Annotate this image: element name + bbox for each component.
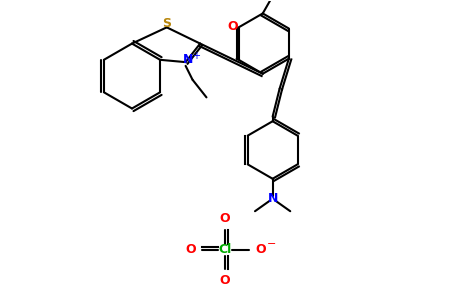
Text: O: O xyxy=(227,20,238,33)
Text: −: − xyxy=(266,239,276,249)
Text: O: O xyxy=(185,243,196,256)
Text: Cl: Cl xyxy=(218,243,231,256)
Text: S: S xyxy=(162,17,171,30)
Text: N: N xyxy=(267,192,278,205)
Text: +: + xyxy=(192,51,200,61)
Text: O: O xyxy=(255,243,266,256)
Text: O: O xyxy=(219,274,230,287)
Text: N: N xyxy=(183,53,193,66)
Text: O: O xyxy=(219,212,230,225)
